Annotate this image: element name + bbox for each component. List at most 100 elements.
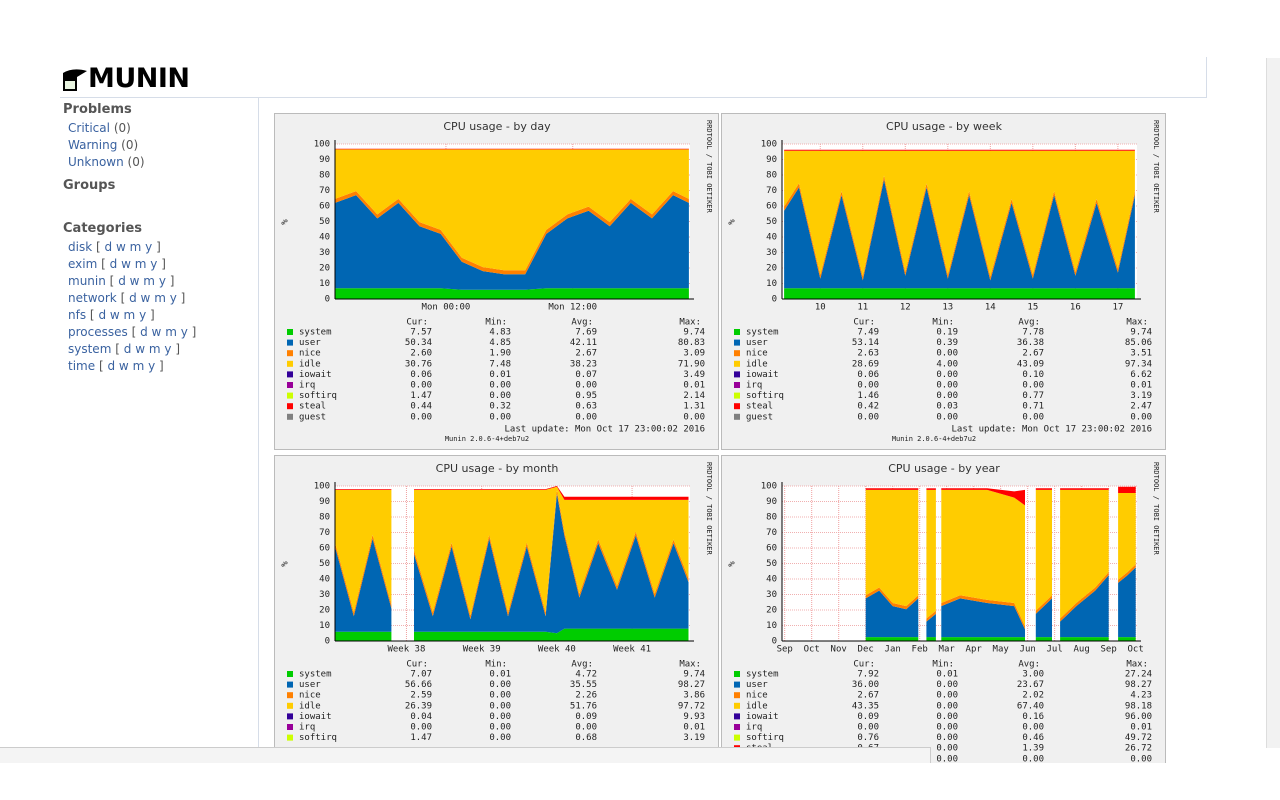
problem-count: (0): [113, 121, 131, 135]
period-link[interactable]: m: [143, 274, 155, 288]
y-tick-label: 10: [319, 621, 330, 631]
legend-avg: 42.11: [570, 338, 597, 348]
legend-min: 0.00: [489, 680, 511, 690]
category-link[interactable]: disk: [68, 240, 93, 254]
legend-min: 0.32: [489, 402, 511, 412]
period-link[interactable]: m: [165, 325, 177, 339]
period-link[interactable]: y: [169, 291, 177, 305]
legend-avg: 35.55: [570, 680, 597, 690]
graph[interactable]: 0 10 20 30 40 50 60 70 80 90 100 Mon 00:00 Mon 12:00…: [274, 113, 719, 450]
legend-max: 0.00: [1130, 754, 1152, 764]
graph[interactable]: 0 10 20 30 40 50 60 70 80 90 100 Sep Oct Nov Dec Jan Feb…: [721, 455, 1166, 800]
legend-max: 9.74: [683, 670, 705, 680]
legend-cur: 7.49: [857, 328, 879, 338]
category-link[interactable]: system: [68, 342, 112, 356]
legend-swatch: [287, 392, 293, 399]
period-link[interactable]: m: [123, 308, 136, 322]
period-link[interactable]: w: [115, 240, 126, 254]
legend-cur: 50.34: [405, 338, 432, 348]
logo[interactable]: MUNIN: [88, 63, 190, 94]
period-link[interactable]: d: [140, 325, 148, 339]
period-link[interactable]: d: [98, 308, 107, 322]
problem-link[interactable]: Unknown: [68, 155, 124, 169]
x-tick-label: Week 39: [463, 645, 501, 655]
legend-max: 97.34: [1125, 359, 1152, 369]
legend-header: Min:: [485, 318, 507, 328]
graph[interactable]: 0 10 20 30 40 50 60 70 80 90 100 Week 38 Week 39 Week…: [274, 455, 719, 800]
legend-swatch: [734, 413, 740, 420]
legend-avg: 2.67: [575, 349, 597, 359]
legend-header: Cur:: [406, 660, 428, 670]
y-tick-label: 80: [319, 513, 330, 523]
legend-name: system: [746, 328, 779, 338]
legend-cur: 0.09: [857, 712, 879, 722]
period-link[interactable]: d: [118, 274, 126, 288]
category-item: network [ d w m y ]: [68, 291, 185, 305]
category-link[interactable]: processes: [68, 325, 128, 339]
period-link[interactable]: y: [164, 342, 172, 356]
scrollbar[interactable]: [1266, 58, 1280, 748]
legend-swatch: [734, 382, 740, 388]
legend-cur: 0.44: [410, 402, 432, 412]
legend-max: 71.90: [678, 359, 705, 369]
legend-name: irq: [299, 723, 315, 733]
period-link[interactable]: m: [132, 359, 145, 373]
legend-avg: 0.00: [575, 723, 597, 733]
period-link[interactable]: y: [148, 359, 156, 373]
legend-swatch: [287, 713, 293, 720]
y-tick-label: 90: [319, 155, 330, 165]
period-link[interactable]: y: [139, 308, 147, 322]
period-link[interactable]: w: [118, 359, 129, 373]
area-user: [335, 538, 392, 632]
period-link[interactable]: m: [129, 240, 142, 254]
period-link[interactable]: w: [151, 325, 162, 339]
version: Munin 2.0.6-4+deb7u2: [892, 435, 976, 443]
period-link[interactable]: y: [145, 240, 153, 254]
x-tick-label: 12: [900, 303, 911, 313]
x-tick-label: May: [993, 645, 1010, 655]
category-link[interactable]: time: [68, 359, 96, 373]
legend-avg: 4.72: [575, 670, 597, 680]
category-link[interactable]: exim: [68, 257, 98, 271]
category-link[interactable]: network: [68, 291, 117, 305]
legend-header: Cur:: [853, 660, 875, 670]
legend-min: 0.00: [489, 691, 511, 701]
period-link[interactable]: d: [107, 359, 116, 373]
period-link[interactable]: d: [129, 291, 137, 305]
y-tick-label: 20: [766, 264, 777, 274]
period-link[interactable]: w: [129, 274, 140, 288]
legend-name: user: [299, 680, 321, 690]
y-tick-label: 60: [319, 544, 330, 554]
legend-swatch: [734, 713, 740, 720]
legend-name: nice: [746, 349, 768, 359]
problem-item: Warning (0): [68, 138, 138, 152]
legend-max: 0.01: [683, 381, 705, 391]
legend-avg: 0.00: [575, 381, 597, 391]
period-link[interactable]: d: [104, 240, 113, 254]
category-link[interactable]: nfs: [68, 308, 87, 322]
period-link[interactable]: y: [150, 257, 158, 271]
period-link[interactable]: m: [134, 257, 147, 271]
legend-name: system: [299, 328, 332, 338]
period-link[interactable]: y: [158, 274, 166, 288]
period-link[interactable]: d: [109, 257, 118, 271]
category-link[interactable]: munin: [68, 274, 106, 288]
legend-name: idle: [746, 359, 768, 369]
problem-link[interactable]: Warning: [68, 138, 118, 152]
period-link[interactable]: m: [154, 291, 166, 305]
area-steal: [1118, 486, 1136, 493]
legend-max: 85.06: [1125, 338, 1152, 348]
period-link[interactable]: m: [148, 342, 161, 356]
problem-link[interactable]: Critical: [68, 121, 110, 135]
period-link[interactable]: w: [109, 308, 120, 322]
period-link[interactable]: w: [140, 291, 151, 305]
period-link[interactable]: w: [121, 257, 131, 271]
period-link[interactable]: d: [123, 342, 132, 356]
legend-cur: 0.00: [857, 381, 879, 391]
period-link[interactable]: y: [180, 325, 188, 339]
graph[interactable]: 0 10 20 30 40 50 60 70 80 90 100 10 11 12 13 14 15 16 17 CP…: [721, 113, 1166, 450]
x-tick-label: 17: [1112, 303, 1123, 313]
x-tick-label: Week 40: [538, 645, 576, 655]
legend-cur: 7.57: [410, 328, 432, 338]
period-link[interactable]: w: [135, 342, 146, 356]
